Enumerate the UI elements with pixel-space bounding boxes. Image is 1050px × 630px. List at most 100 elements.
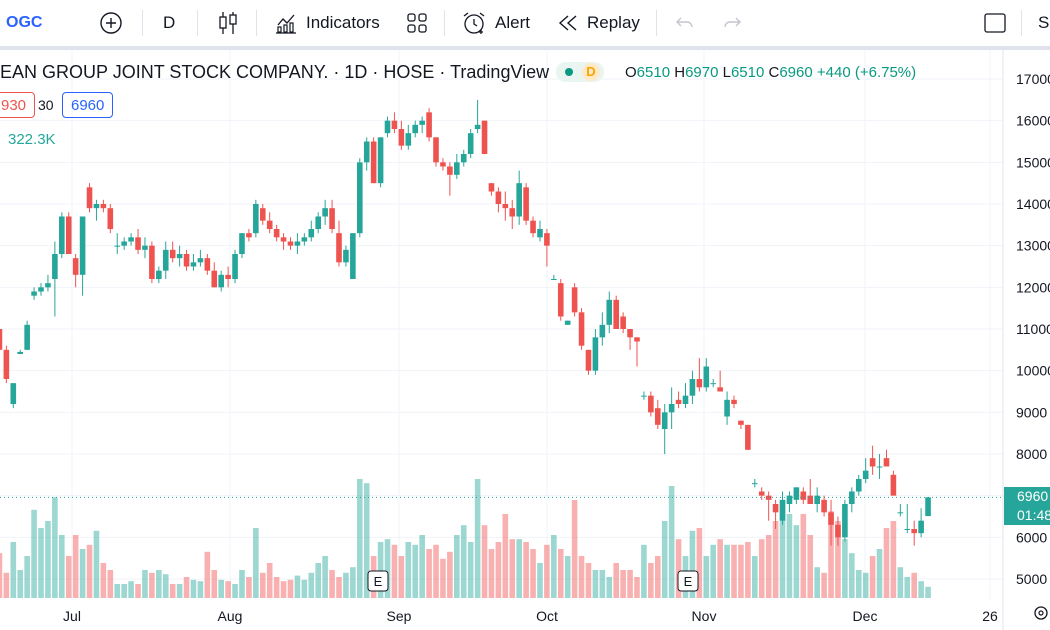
buy-price-box[interactable]: 6960	[62, 92, 114, 118]
indicators-button[interactable]: Indicators	[274, 0, 380, 46]
bar-countdown: 01:48	[1017, 507, 1050, 523]
candle-body	[786, 495, 793, 504]
volume-bar	[17, 570, 24, 598]
toolbar-bottom-border	[0, 46, 1050, 50]
interval-button[interactable]: D	[163, 0, 175, 46]
replay-button[interactable]: Replay	[557, 0, 640, 46]
volume-bar	[190, 579, 197, 598]
volume-bar	[419, 535, 425, 598]
volume-bar	[703, 556, 710, 598]
close-key: C	[768, 64, 780, 81]
candle-body	[0, 329, 3, 350]
fullscreen-button[interactable]	[983, 0, 1007, 46]
candle-body	[336, 233, 342, 263]
undo-button[interactable]	[675, 0, 695, 46]
volume-bar	[377, 542, 384, 598]
compare-symbol-button[interactable]	[99, 0, 123, 46]
volume-bar	[336, 577, 342, 598]
change-value: +440 (+6.75%)	[816, 64, 917, 81]
volume-bar	[391, 544, 398, 598]
candle-body	[287, 241, 294, 246]
toolbar-divider	[656, 10, 657, 36]
candle-body	[363, 141, 370, 163]
volume-bar	[668, 486, 675, 598]
earnings-event-marker[interactable]: E	[677, 570, 699, 592]
chart-title: EAN GROUP JOINT STOCK COMPANY. · 1D · HO…	[0, 61, 550, 82]
open-value: 6510	[636, 64, 671, 81]
time-tick-label: Aug	[218, 608, 243, 624]
volume-bar	[897, 567, 904, 598]
plus-circle-icon	[100, 12, 122, 34]
alert-button[interactable]: Alert	[461, 0, 530, 46]
sell-price-box[interactable]: 930	[0, 92, 36, 118]
earnings-event-marker[interactable]: E	[367, 570, 389, 592]
alert-label: Alert	[495, 13, 530, 32]
candle-body	[862, 470, 869, 479]
volume-bar	[107, 570, 114, 598]
volume-bar	[474, 479, 481, 598]
volume-bar	[544, 544, 550, 598]
time-tick-label: Jul	[63, 608, 81, 624]
candles-icon	[219, 12, 237, 34]
candle-body	[135, 237, 141, 250]
candle-body	[772, 504, 779, 513]
candle-body	[169, 249, 176, 259]
volume-bar	[918, 581, 924, 598]
candle-body	[239, 233, 245, 254]
price-tick-label: 17000	[1016, 71, 1050, 87]
candle-body	[627, 329, 633, 338]
volume-bar	[197, 581, 204, 598]
toolbar-divider	[197, 10, 198, 36]
volume-bar	[578, 556, 585, 598]
price-tick-label: 12000	[1016, 279, 1050, 295]
symbol-search-button[interactable]: OGC	[6, 0, 42, 46]
volume-bar	[890, 521, 897, 598]
gear-icon[interactable]	[1034, 606, 1048, 620]
candle-body	[128, 237, 134, 242]
volume-bar	[225, 581, 231, 598]
volume-bar	[204, 551, 211, 598]
candle-body	[779, 499, 786, 521]
save-button[interactable]: Sa	[1038, 0, 1050, 46]
candle-body	[405, 133, 412, 146]
candle-body	[745, 424, 751, 450]
ohlc-values: O6510 H6970 L6510 C6960 +440 (+6.75%)	[625, 64, 916, 81]
candle-body	[731, 399, 737, 404]
candlesticks	[0, 99, 931, 546]
volume-bar	[384, 539, 391, 598]
candle-body	[641, 395, 647, 397]
candle-body	[814, 495, 820, 504]
last-price-tag: 6960 01:48	[1004, 487, 1050, 525]
volume-bar	[156, 570, 162, 598]
sell-price: 930	[1, 97, 27, 114]
volume-bar	[585, 563, 592, 598]
candle-body	[156, 270, 162, 279]
volume-bar	[363, 483, 370, 598]
layouts-button[interactable]	[405, 0, 429, 46]
redo-button[interactable]	[722, 0, 742, 46]
volume-bar	[675, 539, 682, 598]
volume-bar	[557, 549, 564, 598]
volume-bar	[128, 581, 134, 598]
volume-bar	[232, 584, 238, 598]
price-tick-label: 8000	[1016, 446, 1047, 462]
candle-body	[426, 112, 432, 138]
candle-body	[710, 383, 717, 385]
volume-bar	[142, 570, 148, 598]
candle-body	[876, 466, 883, 468]
volume-bar	[454, 535, 460, 598]
chart-type-button[interactable]	[216, 0, 240, 46]
volume-bar	[0, 553, 3, 598]
volume-bar	[835, 521, 841, 598]
volume-bar	[710, 544, 717, 598]
candle-body	[17, 351, 24, 354]
candle-body	[100, 204, 107, 209]
candle-body	[620, 316, 626, 329]
volume-bar	[821, 572, 827, 598]
market-status-badge[interactable]: D	[556, 62, 604, 82]
candle-body	[682, 395, 689, 404]
volume-bar	[855, 570, 862, 598]
volume-bar	[440, 558, 446, 598]
